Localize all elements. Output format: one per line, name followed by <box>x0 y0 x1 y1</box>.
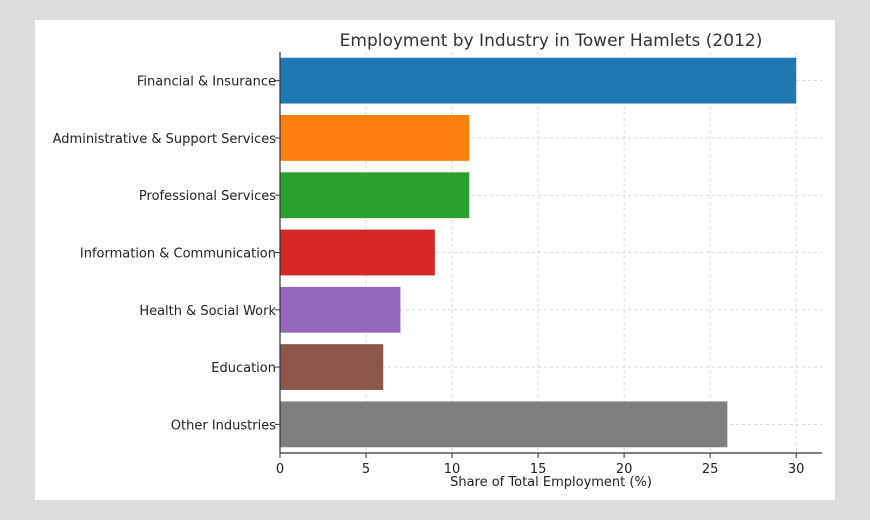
chart-title: Employment by Industry in Tower Hamlets … <box>340 31 763 51</box>
chart-card: 0 5 10 15 20 25 30 Financial & Insurance Adminis… <box>35 20 835 500</box>
bars <box>280 57 797 448</box>
bar <box>280 344 384 390</box>
category-label: Administrative & Support Services <box>53 132 277 147</box>
category-label: Information & Communication <box>80 247 276 262</box>
category-label: Health & Social Work <box>139 304 276 319</box>
category-label: Financial & Insurance <box>137 75 276 90</box>
bar <box>280 229 435 276</box>
x-tick-label: 0 <box>276 462 284 477</box>
bar <box>280 115 470 161</box>
bar <box>280 401 728 448</box>
x-tick-label: 25 <box>702 462 719 477</box>
bar <box>280 172 470 219</box>
bar <box>280 57 797 104</box>
x-tick-label: 30 <box>788 462 805 477</box>
category-label: Other Industries <box>171 418 276 433</box>
x-tick-label: 10 <box>444 462 461 477</box>
labels: 0 5 10 15 20 25 30 Financial & Insurance Adminis… <box>53 75 805 477</box>
bar-chart: 0 5 10 15 20 25 30 Financial & Insurance Adminis… <box>53 31 822 490</box>
category-label: Professional Services <box>139 189 276 204</box>
category-label: Education <box>211 361 276 376</box>
bar <box>280 286 401 333</box>
x-tick-label: 15 <box>530 462 547 477</box>
x-tick-label: 5 <box>362 462 370 477</box>
x-tick-label: 20 <box>616 462 633 477</box>
x-axis-label: Share of Total Employment (%) <box>450 475 652 490</box>
